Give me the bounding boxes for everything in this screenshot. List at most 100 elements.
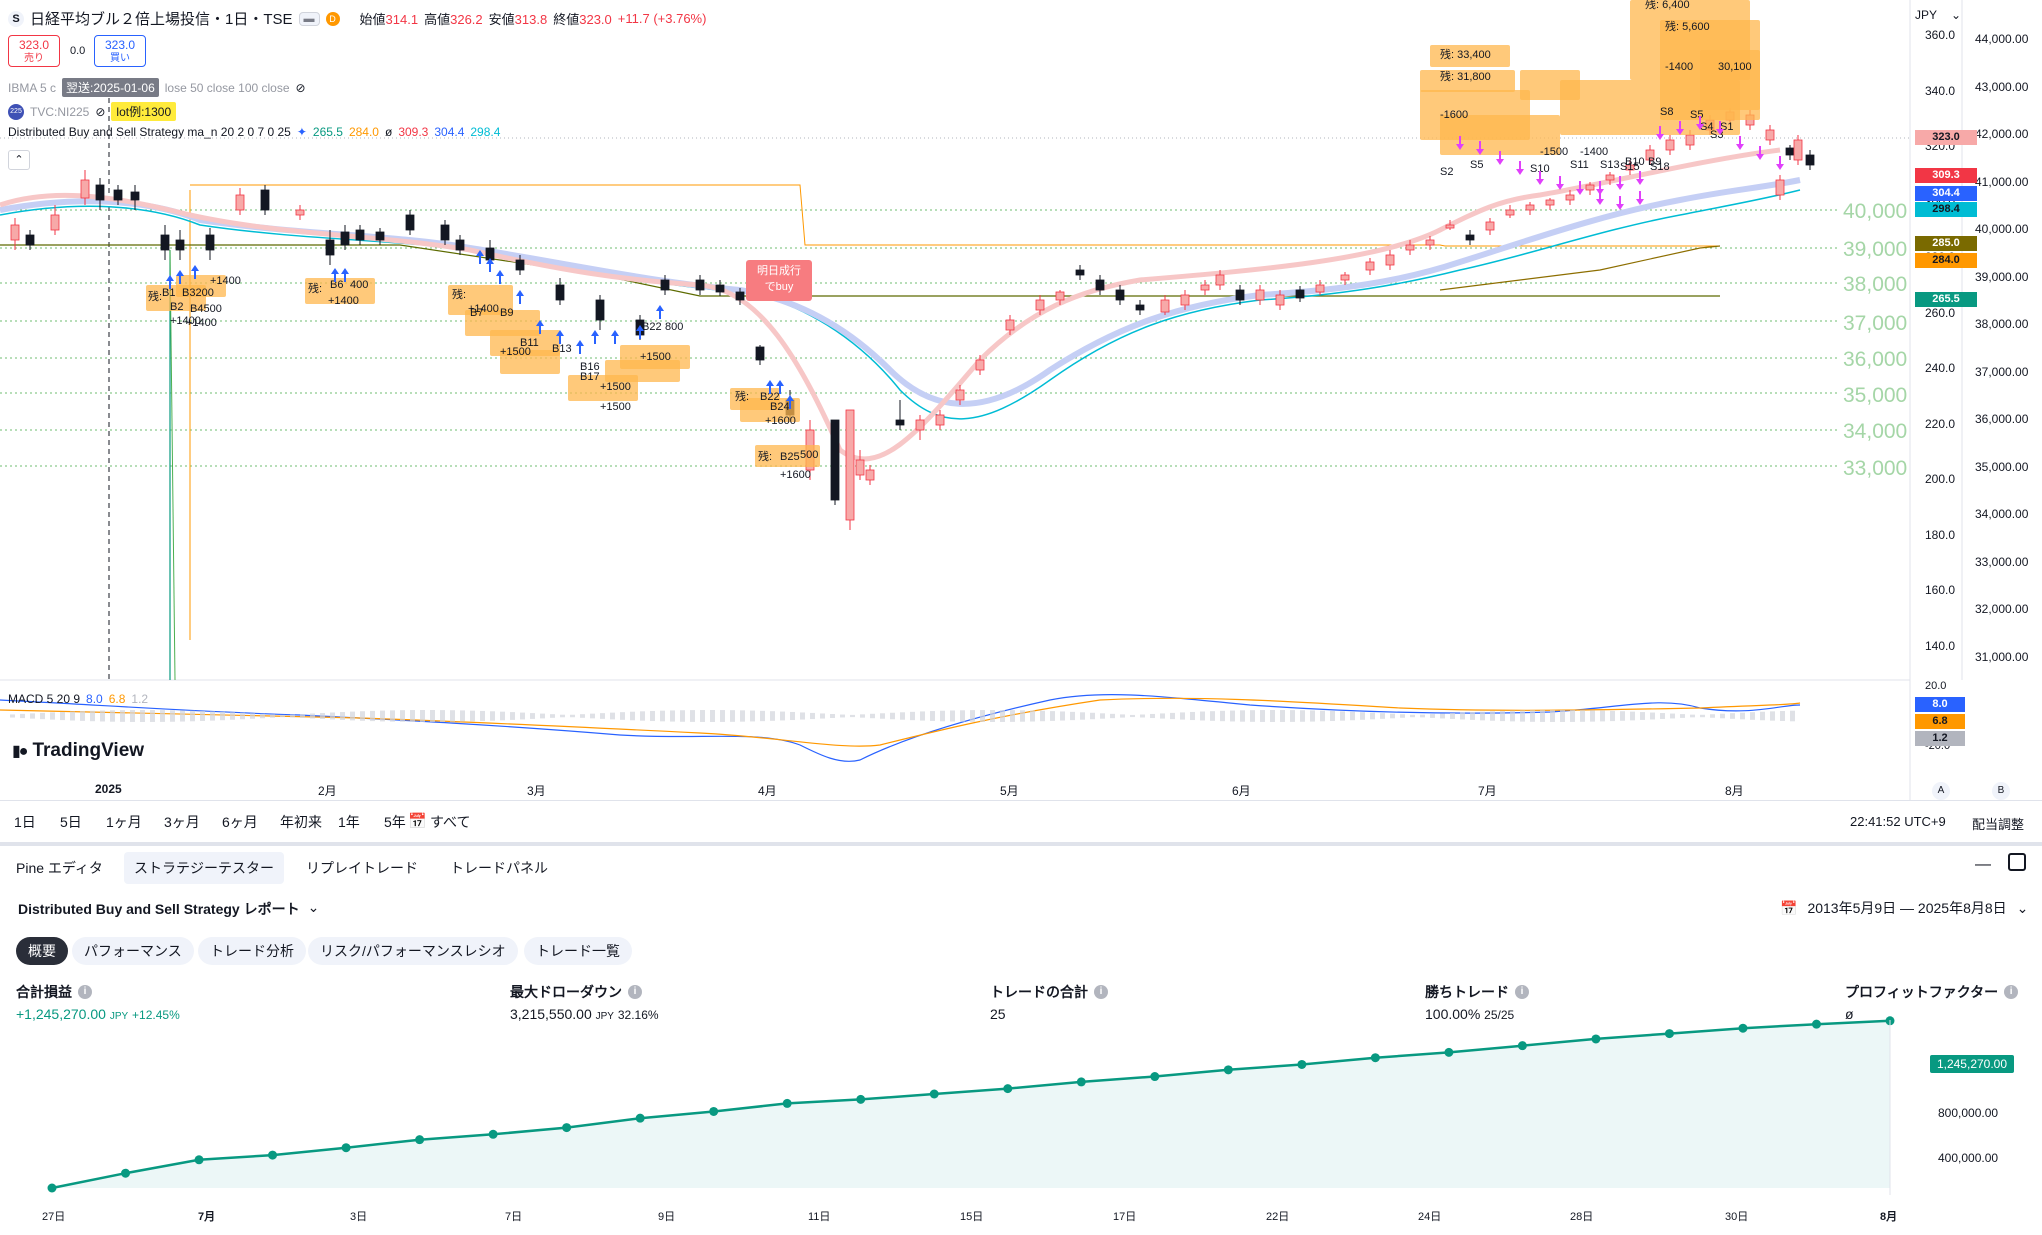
- candle: [1665, 139, 1675, 151]
- macd-histogram-bar: [210, 711, 215, 721]
- macd-histogram-bar: [1260, 710, 1265, 722]
- candle: [895, 419, 905, 426]
- equity-x-tick: 22日: [1266, 1211, 1290, 1223]
- macd-histogram-bar: [460, 710, 465, 722]
- panel-divider[interactable]: [0, 842, 2042, 846]
- sell-arrow: [1716, 121, 1724, 135]
- equity-x-tick: 17日: [1113, 1211, 1137, 1223]
- macd-histogram-bar: [310, 713, 315, 719]
- candle: [1275, 294, 1285, 306]
- candle: [1645, 149, 1655, 161]
- tradingview-logo[interactable]: ▮● TradingView: [12, 740, 145, 761]
- clock[interactable]: 22:41:52 UTC+9: [1850, 814, 1946, 829]
- price-tick: 160.0: [1925, 583, 1956, 597]
- interval-badge[interactable]: D: [325, 11, 340, 26]
- bottom-tab[interactable]: トレードパネル: [450, 860, 548, 876]
- macd-histogram-bar: [1760, 711, 1765, 721]
- date-range[interactable]: 📅 2013年5月9日 — 2025年8月8日 ⌄: [1780, 899, 2029, 917]
- trade-annotation: 残: 33,400: [1440, 47, 1491, 61]
- price-tag: 285.0: [1915, 236, 1977, 251]
- report-tab[interactable]: 概要: [16, 937, 68, 965]
- lot-label: lot例:1300: [111, 102, 177, 121]
- trade-label-box: [176, 275, 226, 297]
- currency-select[interactable]: JPY ⌄: [1915, 8, 1962, 22]
- range-button[interactable]: 1日: [14, 814, 36, 830]
- olive-line-2: [1439, 245, 1721, 291]
- range-button[interactable]: 1ヶ月: [106, 814, 142, 830]
- info-icon[interactable]: i: [628, 985, 642, 999]
- trade-label-box: [490, 330, 560, 356]
- info-icon[interactable]: i: [2004, 985, 2019, 999]
- buy-arrow: [611, 330, 619, 344]
- range-button[interactable]: 5日: [60, 814, 82, 830]
- price-tag: 298.4: [1915, 202, 1977, 217]
- strategy-legend[interactable]: Distributed Buy and Sell Strategy ma_n 2…: [8, 125, 501, 139]
- range-button[interactable]: 5年: [384, 814, 406, 830]
- tvc-legend[interactable]: 225 TVC:NI225 ⊘ lot例:1300: [8, 102, 177, 121]
- bottom-tab[interactable]: ストラテジーテスター: [124, 852, 284, 884]
- range-button[interactable]: 年初来: [280, 814, 322, 830]
- toggle-chip[interactable]: ▬: [298, 11, 320, 26]
- bottom-tab[interactable]: Pine エディタ: [16, 860, 103, 876]
- minimize-icon[interactable]: —: [1975, 856, 1991, 873]
- macd-histogram-bar: [1570, 710, 1575, 722]
- sell-arrow: [1756, 146, 1764, 160]
- info-icon[interactable]: i: [78, 985, 92, 999]
- axis-mode-a[interactable]: A: [1932, 782, 1950, 800]
- trade-annotation: B6: [330, 279, 343, 291]
- sell-label: 売り: [24, 53, 44, 64]
- macd-histogram-bar: [50, 712, 55, 720]
- sell-button[interactable]: 323.0 売り: [8, 35, 60, 67]
- macd-histogram-bar: [1040, 710, 1045, 722]
- macd-legend[interactable]: MACD 5 20 9 8.0 6.8 1.2: [8, 692, 149, 706]
- trade-annotation: S11: [1570, 159, 1589, 171]
- calendar-range-icon[interactable]: 📅: [408, 813, 427, 830]
- equity-point: [488, 1129, 498, 1139]
- macd-histogram-bar: [450, 710, 455, 722]
- settings-sparkle-icon[interactable]: ✦: [296, 125, 307, 139]
- collapse-legend-button[interactable]: ⌃: [8, 150, 30, 170]
- trade-annotation: B9: [1648, 156, 1661, 168]
- equity-point: [1297, 1059, 1307, 1069]
- buy-button[interactable]: 323.0 買い: [94, 35, 146, 67]
- report-tab[interactable]: リスク/パフォーマンスレシオ: [308, 937, 518, 965]
- dividend-adjust-button[interactable]: 配当調整: [1972, 817, 2025, 832]
- candle: [1505, 209, 1515, 216]
- ma-legend[interactable]: IBMA 5 c 翌送:2025-01-06 lose 50 close 100…: [8, 78, 306, 97]
- candle: [1215, 274, 1225, 286]
- macd-tick-top: 20.0: [1925, 680, 1947, 692]
- maximize-icon[interactable]: [2008, 853, 2026, 871]
- info-icon[interactable]: i: [1094, 985, 1108, 999]
- report-tab[interactable]: トレード一覧: [524, 937, 632, 965]
- trade-annotation: S8: [1660, 106, 1673, 118]
- range-button[interactable]: 6ヶ月: [222, 814, 258, 830]
- info-icon[interactable]: i: [1515, 985, 1529, 999]
- bottom-tab[interactable]: リプレイトレード: [306, 860, 418, 876]
- macd-histogram-bar: [750, 710, 755, 722]
- eye-off-icon-2[interactable]: ⊘: [95, 104, 106, 119]
- price-tick: 360.0: [1925, 28, 1956, 42]
- buy-price: 323.0: [104, 38, 136, 52]
- report-tab[interactable]: パフォーマンス: [72, 937, 194, 965]
- green-vertical-2: [169, 249, 176, 681]
- range-button[interactable]: 3ヶ月: [164, 814, 200, 830]
- level-label: 36,000: [1843, 348, 1908, 371]
- macd-histogram-bar: [900, 712, 905, 720]
- report-title[interactable]: Distributed Buy and Sell Strategy レポート ⌄: [18, 899, 320, 917]
- macd-histogram-bar: [1460, 712, 1465, 720]
- buy-arrow: [591, 330, 599, 344]
- eye-off-icon[interactable]: ⊘: [295, 80, 306, 95]
- macd-histogram-bar: [930, 711, 935, 721]
- report-tab[interactable]: トレード分析: [198, 937, 306, 965]
- macd-histogram-bar: [1380, 713, 1385, 719]
- macd-histogram-bar: [1110, 713, 1115, 719]
- macd-histogram-bar: [1120, 714, 1125, 718]
- range-button[interactable]: すべて: [430, 814, 471, 830]
- axis-mode-b[interactable]: B: [1992, 782, 2010, 800]
- candle: [830, 419, 840, 501]
- buy-arrow: [191, 265, 199, 279]
- symbol-title[interactable]: 日経平均ブル２倍上場投信・1日・TSE: [30, 11, 293, 28]
- macd-histogram-bar: [1360, 712, 1365, 720]
- range-button[interactable]: 1年: [338, 814, 360, 830]
